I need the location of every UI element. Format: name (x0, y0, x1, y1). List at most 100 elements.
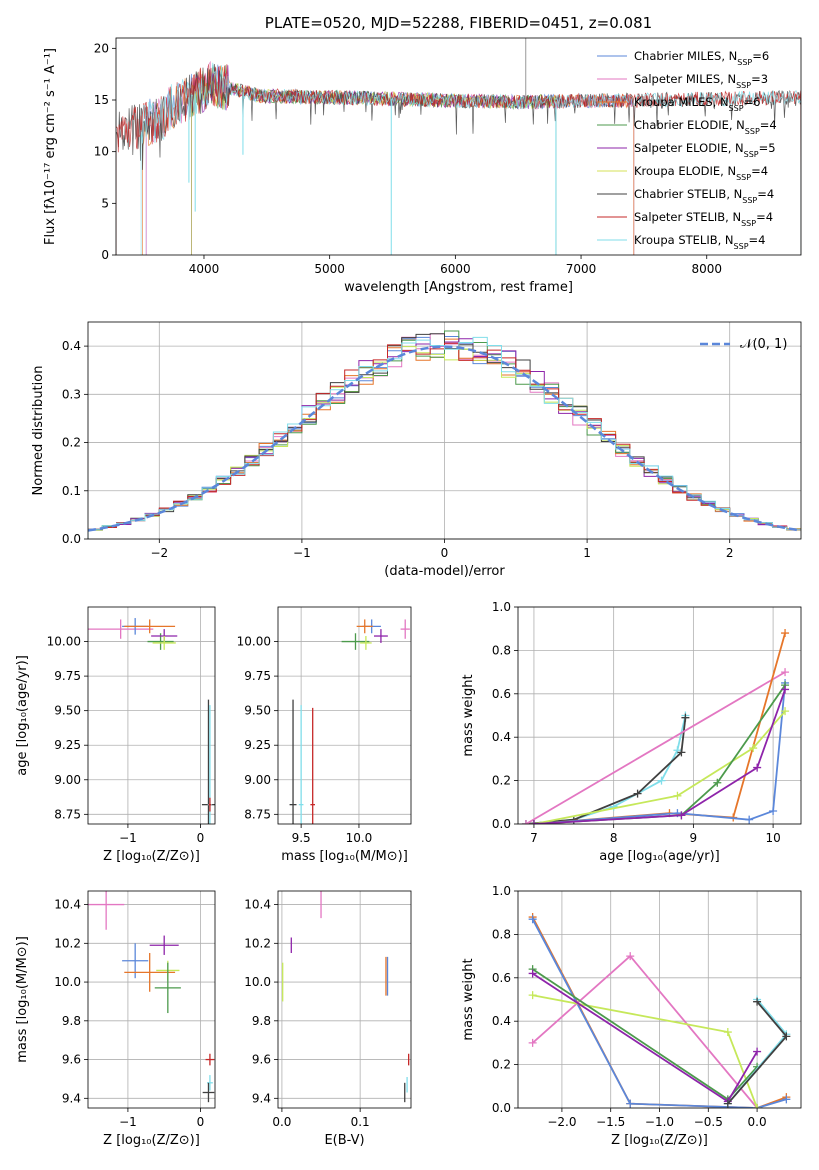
plot-area (289, 619, 410, 824)
y-tick-label: 0.2 (492, 774, 511, 788)
weight-point-marker (749, 744, 758, 753)
y-axis-label: age [log₁₀(age/yr)] (15, 655, 30, 776)
y-tick-label: 10 (94, 145, 109, 159)
weight-point-marker (781, 668, 790, 677)
x-tick-label: 5000 (314, 262, 345, 276)
spectrum-series-line (116, 64, 801, 255)
y-tick-label: 8.75 (54, 807, 81, 821)
plot-area (282, 891, 410, 1103)
weight-point-marker (528, 915, 537, 924)
x-tick-label: −1 (119, 1115, 137, 1129)
weight-series-line (533, 682, 786, 824)
y-tick-label: 9.8 (62, 1014, 81, 1028)
weight-point-marker (769, 806, 778, 815)
weight-point-marker (723, 1028, 732, 1037)
y-tick-label: 10.0 (244, 975, 271, 989)
legend-label: Salpeter STELIB, NSSP=4 (634, 210, 773, 228)
legend-subscript: SSP (741, 219, 756, 228)
x-axis-label: mass [log₁₀(M/M⊙)] (281, 849, 408, 864)
x-tick-label: 0 (197, 1115, 205, 1129)
legend-value: =4 (760, 118, 777, 132)
y-tick-label: 9.75 (54, 669, 81, 683)
plot-area (116, 38, 801, 255)
weight-point-marker (657, 776, 666, 785)
weight-point-marker (753, 997, 762, 1006)
y-tick-label: 5 (101, 196, 109, 210)
x-tick-label: 0.1 (351, 1115, 370, 1129)
y-tick-label: 15 (94, 93, 109, 107)
y-tick-label: 0.2 (492, 1058, 511, 1072)
spectrum-series-line (140, 62, 801, 255)
y-tick-label: 0.0 (492, 817, 511, 831)
weight-point-marker (528, 969, 537, 978)
weight-point-marker (677, 748, 686, 757)
legend-subscript: SSP (734, 242, 749, 251)
weight-point-marker (753, 1047, 762, 1056)
weight-series-line (531, 918, 787, 1108)
y-axis-label: mass weight (461, 674, 476, 756)
y-tick-label: 10.00 (237, 635, 271, 649)
axes-frame (87, 606, 216, 825)
x-axis-label: (data-model)/error (384, 564, 505, 579)
legend: Chabrier MILES, NSSP=6 Salpeter MILES, NS… (597, 49, 777, 251)
plot-area (88, 618, 215, 824)
x-tick-label: 4000 (189, 262, 220, 276)
weight-point-marker (528, 1038, 537, 1047)
y-tick-label: 0.2 (62, 436, 81, 450)
x-tick-label: 0.0 (748, 1115, 767, 1129)
y-axis-label: mass weight (461, 958, 476, 1040)
weight-series-line (533, 684, 786, 824)
legend-value: =5 (759, 141, 776, 155)
weight-point-marker (782, 1032, 791, 1041)
x-tick-label: −2 (150, 546, 168, 560)
axes-frame (115, 37, 802, 256)
x-tick-label: 10 (765, 831, 780, 845)
x-tick-label: 0.0 (272, 1115, 291, 1129)
axes-frame (87, 321, 802, 540)
x-tick-label: 8 (610, 831, 618, 845)
y-tick-label: 0.0 (62, 532, 81, 546)
weight-point-marker (753, 763, 762, 772)
y-tick-label: 1.0 (492, 884, 511, 898)
y-tick-label: 9.75 (244, 669, 271, 683)
x-tick-label: 8000 (691, 262, 722, 276)
legend-value: =6 (752, 49, 769, 63)
legend-value: =4 (749, 233, 766, 247)
y-axis-label: mass [log₁₀(M/M⊙)] (15, 936, 30, 1063)
legend-subscript: SSP (736, 81, 751, 90)
y-tick-label: 8.75 (244, 807, 271, 821)
x-axis-label: Z [log₁₀(Z/Z⊙)] (103, 1133, 200, 1148)
weight-point-marker (626, 952, 635, 961)
x-axis-label: wavelength [Angstrom, rest frame] (344, 280, 573, 295)
y-tick-label: 1.0 (492, 600, 511, 614)
x-axis-label: Z [log₁₀(Z/Z⊙)] (611, 1133, 708, 1148)
mass-vs-ebv-chart: 0.0 0.1 9.4 9.6 9.8 10.0 10.2 10.4 E(B-V) (244, 890, 412, 1148)
y-tick-label: 10.00 (47, 635, 81, 649)
x-tick-label: −1.5 (596, 1115, 625, 1129)
weight-point-marker (781, 629, 790, 638)
y-tick-label: 0.1 (62, 484, 81, 498)
plot-area (521, 629, 790, 824)
x-tick-label: 10.0 (346, 831, 373, 845)
y-tick-label: 9.50 (54, 704, 81, 718)
x-tick-label: 1 (583, 546, 591, 560)
y-tick-label: 9.25 (54, 738, 81, 752)
legend-subscript: SSP (744, 150, 759, 159)
weight-series-line (532, 968, 758, 1101)
legend-subscript: SSP (745, 127, 760, 136)
legend-value: =3 (751, 72, 768, 86)
weight-point-marker (521, 820, 530, 824)
legend-subscript: SSP (737, 58, 752, 67)
x-tick-label: 9 (690, 831, 698, 845)
legend-value: =4 (751, 164, 768, 178)
age-vs-mass-chart: 9.5 10.0 8.75 9.00 9.25 9.50 9.75 10.00 mass [lo… (237, 606, 412, 864)
x-tick-label: −1.0 (645, 1115, 674, 1129)
x-axis-label: E(B-V) (324, 1133, 364, 1148)
weight-series-line (532, 972, 758, 1103)
y-axis-label: Flux [fλ10⁻¹⁷ erg cm⁻² s⁻¹ A⁻¹] (43, 48, 58, 245)
legend-label: Kroupa STELIB, NSSP=4 (634, 233, 765, 251)
legend-value: =4 (757, 187, 774, 201)
y-tick-label: 0.0 (492, 1101, 511, 1115)
weight-point-marker (782, 1095, 791, 1104)
